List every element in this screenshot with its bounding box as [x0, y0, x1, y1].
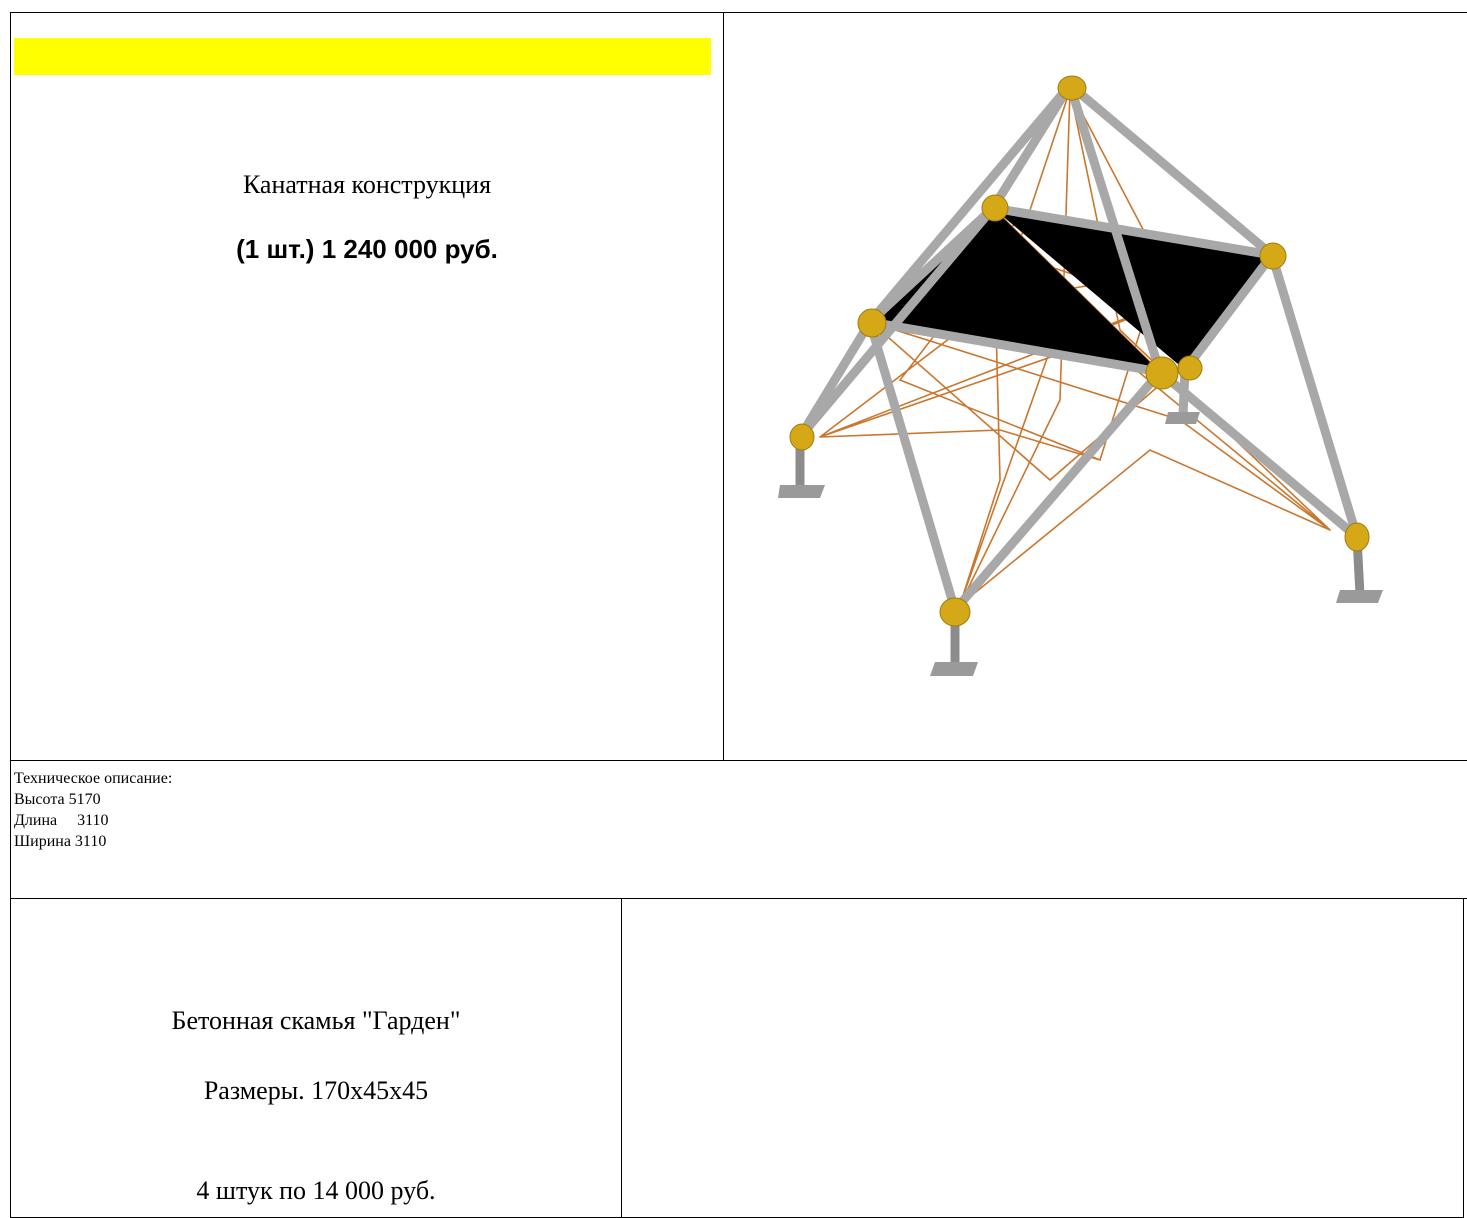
product-image	[778, 75, 1383, 676]
product-price: 4 штук по 14 000 руб.	[196, 1176, 436, 1205]
product-size: Размеры. 170х45х45	[203, 1076, 429, 1105]
specs-heading: Техническое описание:	[14, 770, 173, 787]
table-2	[10, 898, 1464, 1218]
spec-line: Ширина 3110	[14, 833, 107, 850]
row-divider	[10, 760, 1467, 761]
product-price: (1 шт.) 1 240 000 руб.	[236, 234, 498, 264]
product-title: Канатная конструкция	[242, 170, 492, 199]
spec-line: Длина 3110	[14, 812, 109, 829]
spec-line: Высота 5170	[14, 791, 101, 808]
cell-divider	[621, 898, 622, 1218]
highlight-bar	[14, 38, 711, 75]
cell-divider	[723, 12, 724, 761]
product-title: Бетонная скамья "Гарден"	[171, 1006, 461, 1035]
